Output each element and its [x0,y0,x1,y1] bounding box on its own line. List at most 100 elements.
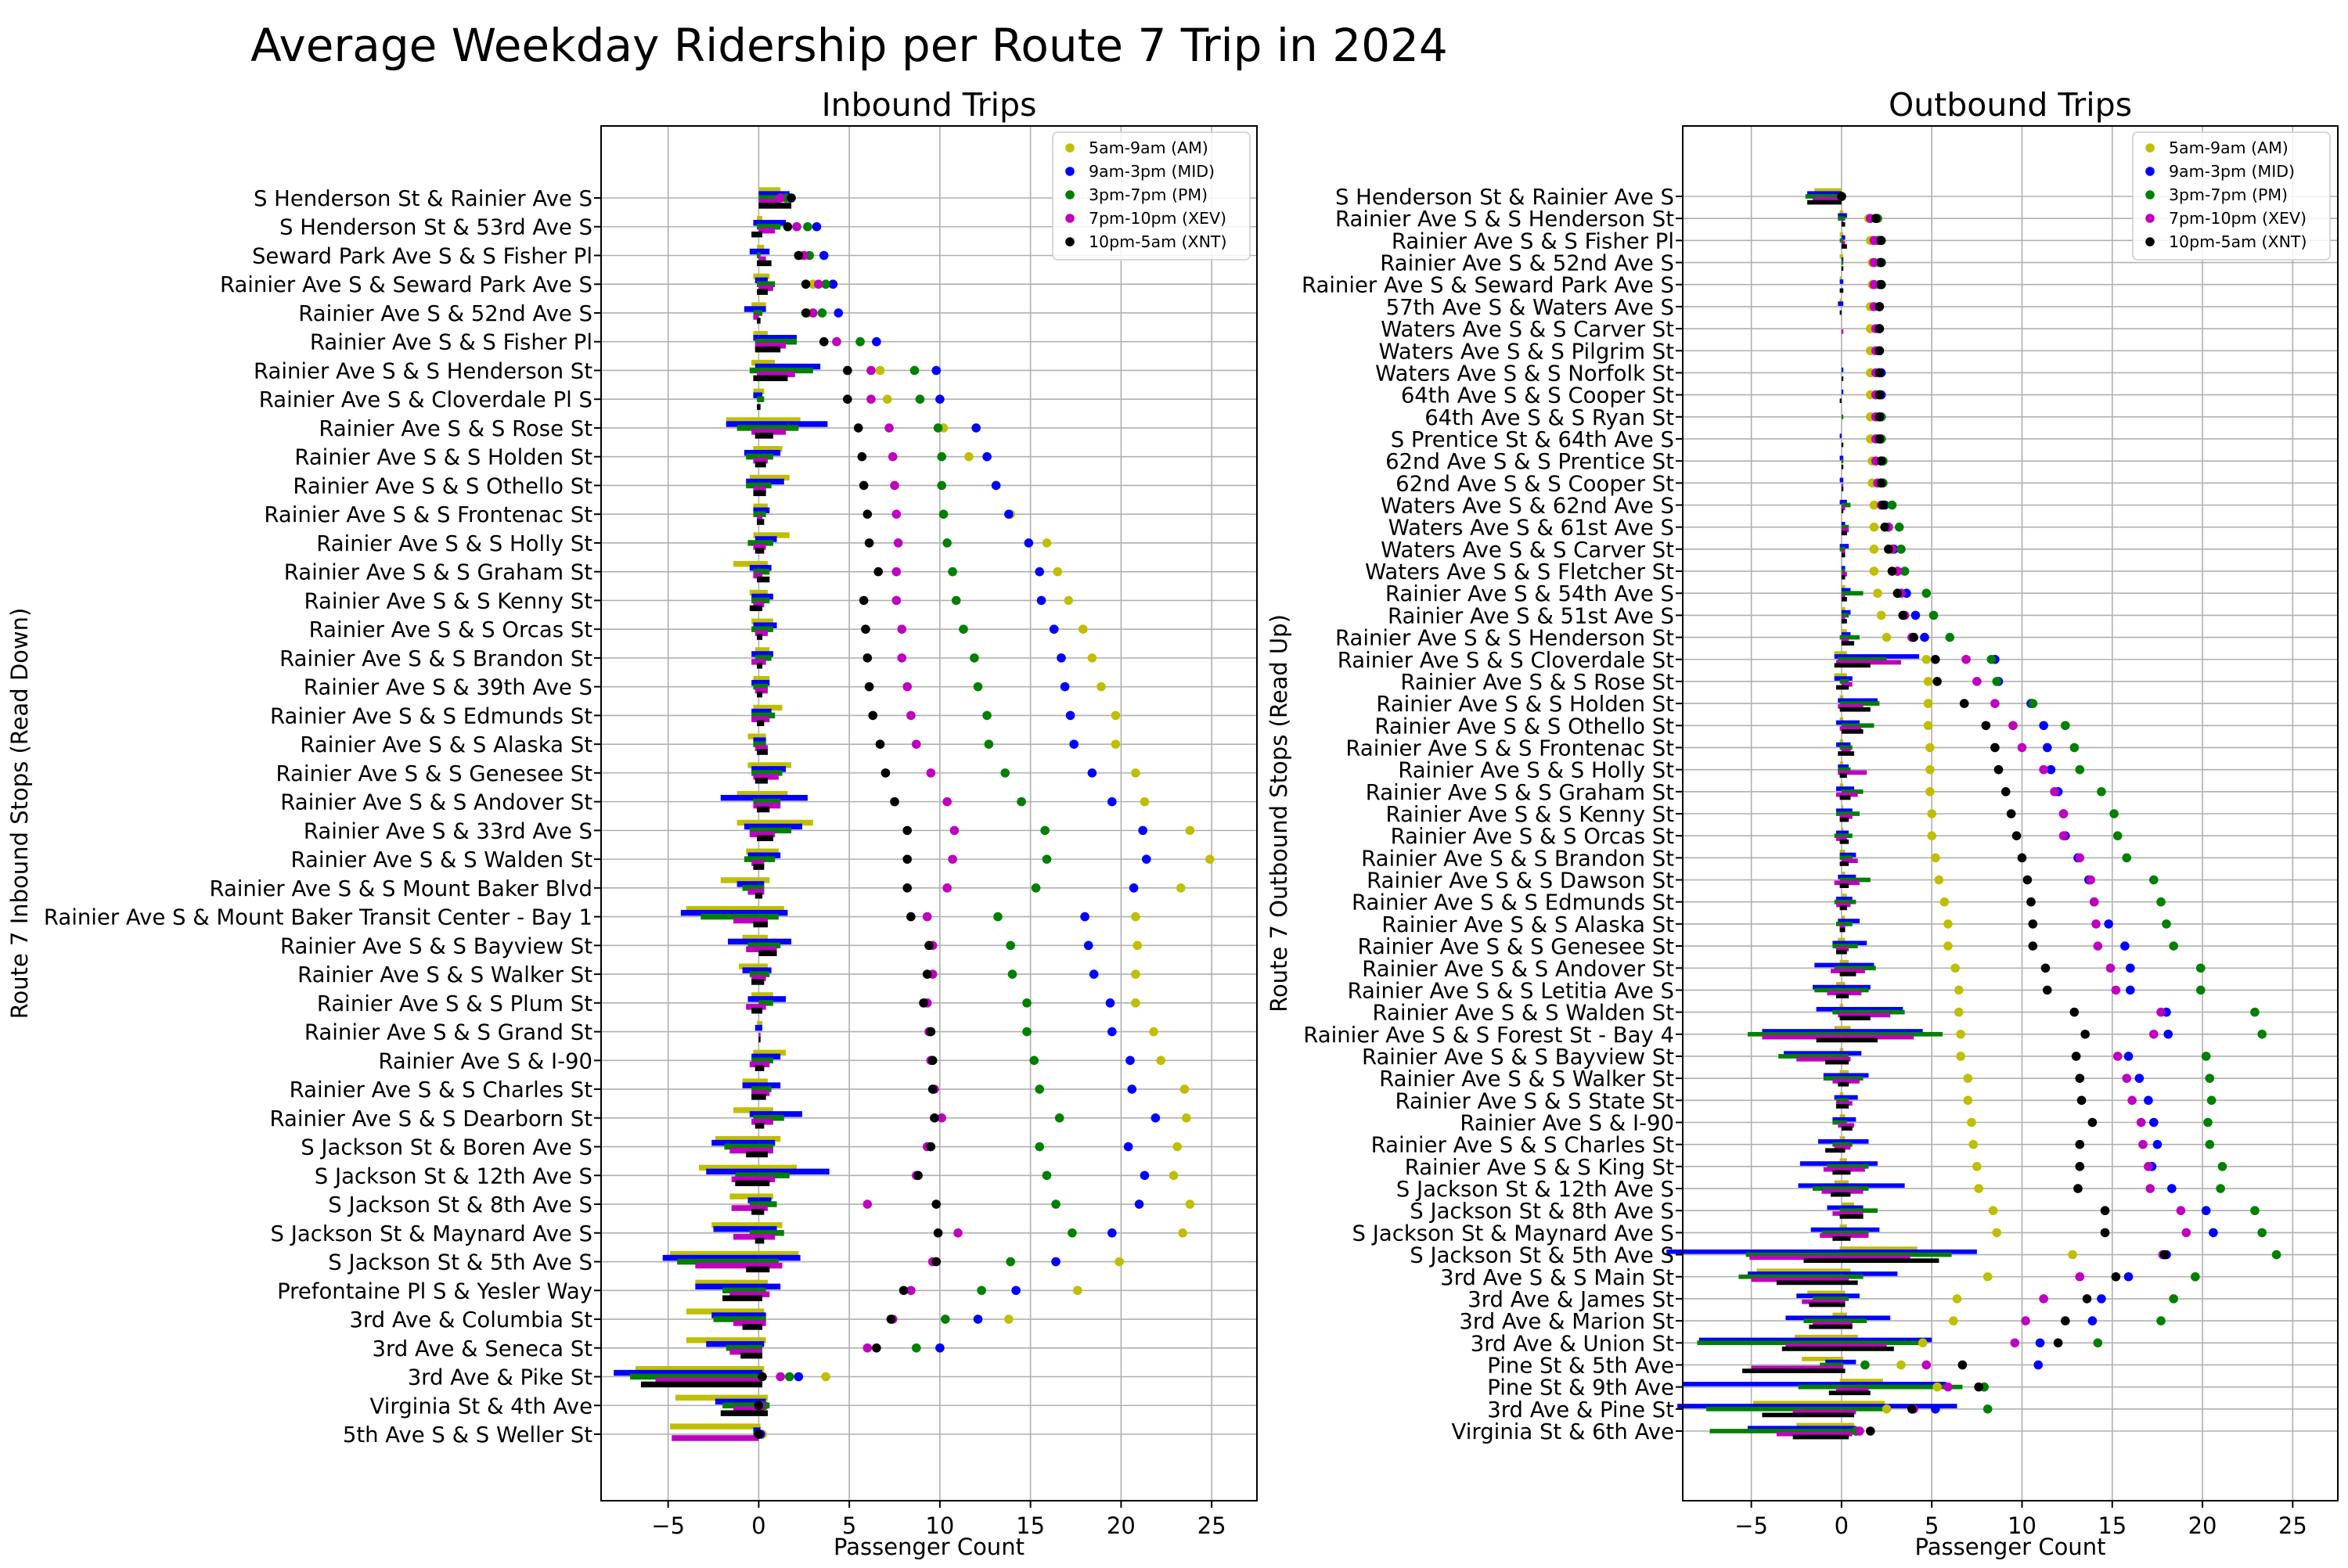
ons-bar [1841,1431,1853,1437]
offs-bar [736,790,759,797]
ons-bar [758,417,801,423]
ons-bar [1841,455,1844,461]
offs-bar [757,244,759,251]
ons-bar [1841,530,1847,536]
load-point [2149,875,2159,885]
ons-bar [1841,1290,1846,1296]
ons-bar [1841,676,1853,681]
offs-bar [757,835,759,842]
ons-bar [758,367,813,374]
ons-bar [758,766,787,772]
offs-bar [711,1222,759,1228]
ons-bar [1841,1224,1847,1229]
load-point [891,566,902,577]
ons-bar [1841,1098,1849,1103]
ons-bar [1841,464,1844,469]
load-point [2127,1095,2137,1106]
ons-bar [758,359,776,366]
offs-bar [751,1053,759,1060]
offs-bar [749,248,759,255]
ons-bar [1841,1048,1844,1053]
load-point [801,308,811,318]
ons-bar [758,848,779,854]
ons-bar [1841,1164,1869,1169]
ons-bar [1841,524,1849,530]
ons-bar [758,1078,768,1084]
ons-bar [1841,789,1864,794]
load-point [2169,941,2178,951]
load-point [1185,825,1195,836]
load-point [857,451,867,462]
offs-bar [753,331,759,337]
ons-bar [758,917,768,924]
load-point [1982,1404,1993,1414]
load-point [2058,809,2069,818]
offs-bar [754,893,759,899]
offs-bar [757,289,759,295]
ons-bar [758,1262,783,1269]
offs-bar [1814,987,1842,993]
load-point [1923,721,1933,731]
stop-label: Rainier Ave S & S Charles St [1371,1133,1675,1158]
load-point [1036,595,1046,606]
offs-bar [749,1061,759,1068]
x-tick-label: 5 [1925,1512,1939,1539]
offs-bar [1834,654,1842,659]
load-point [2100,1228,2110,1238]
offs-bar [1834,1180,1842,1185]
offs-bar [753,375,759,382]
legend-marker [1065,167,1075,176]
load-point [1956,1052,1965,1061]
load-point [1928,610,1939,620]
y-axis-label: Route 7 Outbound Stops (Read Up) [1266,614,1292,1012]
offs-bar [1813,984,1842,990]
offs-bar [1803,1258,1842,1264]
ons-bar [1841,1186,1869,1191]
load-point [1988,1206,1998,1216]
stop-label: Rainier Ave S & S Frontenac St [1345,735,1674,761]
ons-bar [1841,606,1846,612]
offs-bar [751,979,759,985]
load-point [1909,632,1918,642]
load-point [933,423,943,433]
ons-bar [1841,1126,1853,1131]
ons-bar [1841,1293,1860,1298]
offs-bar [757,749,759,755]
ons-bar [1841,682,1853,687]
offs-bar [749,474,759,481]
offs-bar [720,1410,759,1416]
offs-bar [757,404,759,410]
load-point [1874,390,1885,400]
offs-bar [1839,717,1842,722]
offs-bar [1835,1098,1842,1103]
offs-bar [742,1324,759,1330]
load-point [1896,1360,1906,1370]
ons-bar [758,819,813,826]
ons-bar [758,647,770,653]
ons-bar [758,885,765,891]
offs-bar [1831,1192,1842,1197]
ons-bar [1841,915,1846,921]
offs-bar [754,655,759,661]
load-point [2089,897,2099,907]
x-tick-label: 25 [2278,1512,2307,1539]
load-point [886,1314,896,1324]
load-point [1107,1027,1117,1037]
ons-bar [1841,1006,1903,1012]
legend-label: 10pm-5am (XNT) [2169,232,2307,251]
ons-bar [1841,1029,1923,1034]
load-point [866,394,876,405]
ons-bar [758,1139,776,1146]
offs-bar [1832,944,1842,948]
load-point [1931,654,1940,664]
load-point [948,854,957,864]
offs-bar [746,478,759,485]
stop-label: Rainier Ave S & S Bayview St [280,933,592,958]
offs-bar [754,346,759,353]
legend-label: 9am-3pm (MID) [2169,162,2295,181]
legend-box [2132,131,2331,261]
load-point [1134,1199,1144,1209]
offs-bar [720,794,759,801]
load-point [872,1343,881,1353]
